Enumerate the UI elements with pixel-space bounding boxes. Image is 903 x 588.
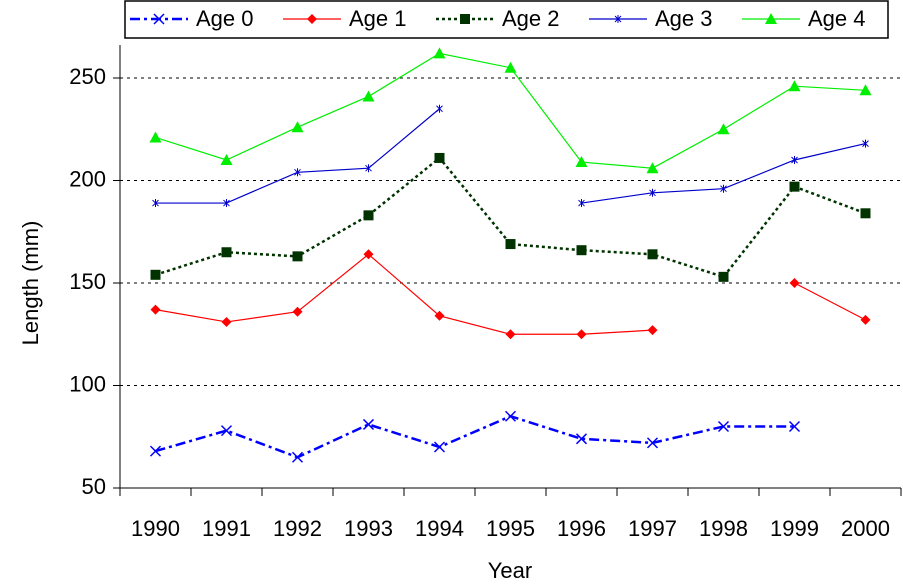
- marker: [363, 210, 374, 221]
- y-tick-label: 100: [69, 371, 106, 396]
- marker: [363, 249, 374, 260]
- y-tick-label: 150: [69, 269, 106, 294]
- marker: [365, 164, 372, 173]
- marker: [505, 239, 516, 250]
- x-tick-label: 1997: [628, 516, 677, 541]
- marker: [150, 269, 161, 280]
- marker: [646, 437, 659, 449]
- marker: [434, 152, 445, 163]
- x-tick-label: 1995: [486, 516, 535, 541]
- marker: [433, 441, 446, 453]
- marker: [720, 184, 727, 193]
- marker: [576, 245, 587, 256]
- x-tick-label: 1999: [770, 516, 819, 541]
- x-tick-label: 1994: [415, 516, 464, 541]
- marker: [788, 80, 801, 92]
- x-tick-label: 1998: [699, 516, 748, 541]
- legend-label: Age 3: [655, 6, 713, 31]
- marker: [434, 310, 445, 321]
- marker: [220, 154, 233, 165]
- marker: [647, 249, 658, 260]
- marker: [614, 15, 622, 23]
- marker: [859, 84, 872, 96]
- x-tick-label: 1996: [557, 516, 606, 541]
- marker: [152, 199, 159, 208]
- marker: [433, 47, 446, 59]
- marker: [862, 139, 869, 148]
- x-tick-label: 1993: [344, 516, 393, 541]
- marker: [221, 247, 232, 258]
- marker: [575, 156, 588, 168]
- marker: [505, 329, 516, 340]
- marker: [291, 121, 304, 133]
- marker: [860, 208, 871, 219]
- marker: [717, 420, 730, 433]
- legend-label: Age 2: [502, 6, 560, 31]
- marker: [221, 316, 232, 327]
- marker: [647, 325, 658, 336]
- series-line: [155, 108, 866, 204]
- marker: [153, 13, 165, 25]
- marker: [788, 420, 801, 433]
- x-tick-label: 2000: [841, 516, 890, 541]
- marker: [791, 156, 798, 164]
- y-tick-label: 50: [82, 474, 106, 499]
- marker: [149, 445, 162, 457]
- marker: [460, 14, 470, 24]
- x-tick-label: 1992: [273, 516, 322, 541]
- marker: [220, 425, 233, 437]
- marker: [718, 271, 729, 282]
- marker: [504, 410, 517, 422]
- series-line: [155, 414, 795, 459]
- y-axis-label: Length (mm): [18, 221, 43, 346]
- legend-label: Age 4: [808, 6, 866, 31]
- marker: [576, 329, 587, 340]
- marker: [575, 433, 588, 445]
- legend-label: Age 1: [349, 6, 407, 31]
- marker: [292, 251, 303, 262]
- x-tick-label: 1991: [202, 516, 251, 541]
- y-tick-label: 250: [69, 64, 106, 89]
- marker: [292, 306, 303, 317]
- marker: [789, 181, 800, 192]
- x-tick-label: 1990: [131, 516, 180, 541]
- marker: [646, 162, 659, 174]
- marker: [436, 104, 443, 113]
- marker: [291, 451, 304, 463]
- marker: [294, 168, 301, 177]
- marker: [578, 199, 585, 208]
- series-line: [155, 156, 866, 279]
- marker: [362, 418, 375, 430]
- series-line: [155, 253, 866, 335]
- marker: [789, 278, 800, 288]
- marker: [765, 13, 777, 24]
- marker: [860, 314, 871, 325]
- legend-label: Age 0: [196, 6, 254, 31]
- x-axis-label: Year: [488, 558, 532, 583]
- y-tick-label: 200: [69, 166, 106, 191]
- marker: [649, 188, 656, 197]
- marker: [362, 90, 375, 102]
- marker: [504, 61, 517, 73]
- marker: [307, 14, 317, 24]
- marker: [717, 123, 730, 135]
- marker: [149, 131, 162, 143]
- marker: [150, 304, 161, 315]
- marker: [223, 199, 230, 208]
